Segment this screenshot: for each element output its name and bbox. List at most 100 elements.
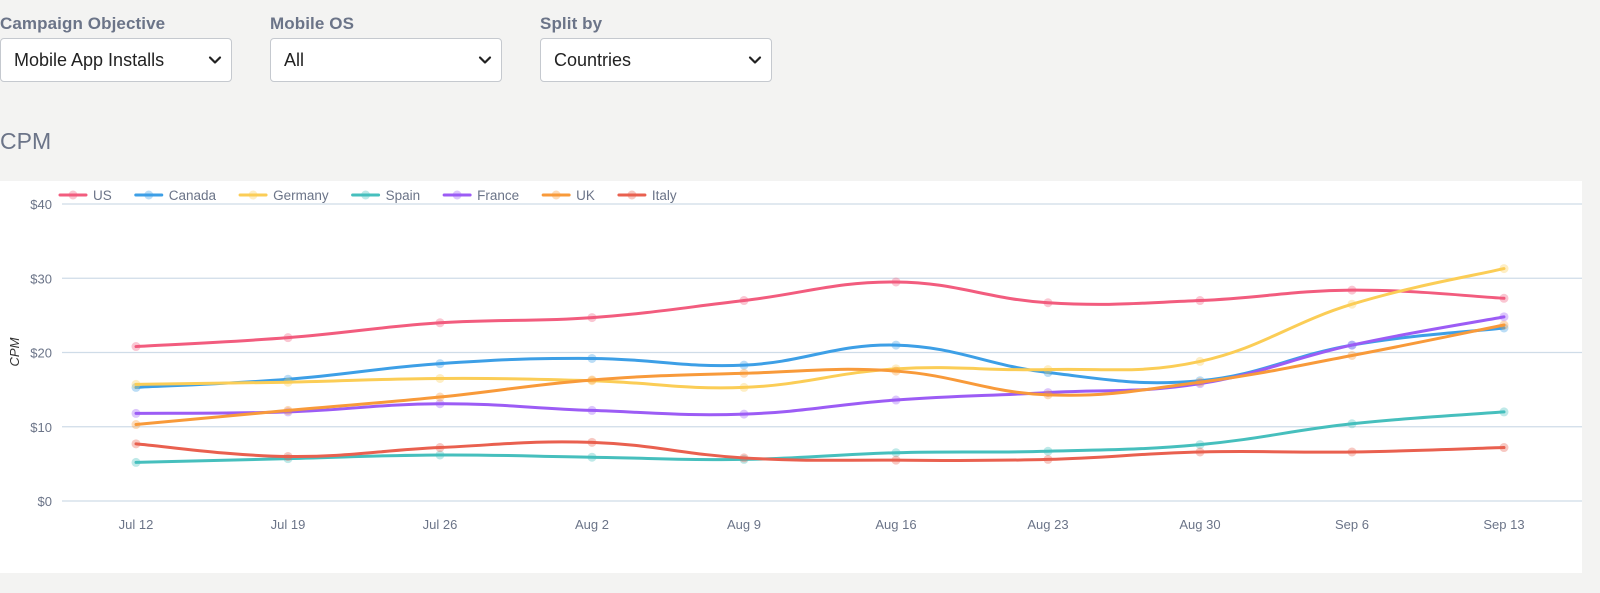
- series-line-france: [134, 315, 1506, 417]
- legend-marker-italy: [627, 190, 637, 200]
- legend-marker-uk: [551, 190, 561, 200]
- data-point-canada: [739, 360, 749, 370]
- x-tick-label: Aug 2: [575, 517, 609, 532]
- data-point-uk: [891, 366, 901, 376]
- data-point-spain: [1043, 446, 1053, 456]
- data-point-us: [891, 277, 901, 287]
- data-point-germany: [1043, 365, 1053, 375]
- data-point-spain: [1195, 440, 1205, 450]
- data-point-us: [1499, 293, 1509, 303]
- data-point-us: [739, 296, 749, 306]
- series-germany: [131, 264, 1509, 392]
- cpm-chart-card: $0 $10 $20 $30 $40 CPM Jul 12 Jul 19 Jul 26 Aug 2…: [0, 181, 1582, 573]
- x-tick-label: Jul 19: [271, 517, 306, 532]
- filter-bar: Campaign Objective Mobile App Installs M…: [0, 14, 810, 82]
- campaign-objective-value: Mobile App Installs: [14, 49, 165, 70]
- chevron-down-icon: [478, 56, 492, 64]
- data-point-italy: [435, 443, 445, 453]
- legend-label-germany: Germany: [273, 188, 329, 203]
- x-tick-label: Aug 16: [875, 517, 916, 532]
- series-line-italy: [134, 440, 1506, 463]
- data-point-germany: [1499, 264, 1509, 274]
- legend-label-us: US: [93, 188, 112, 203]
- data-point-italy: [1499, 443, 1509, 453]
- section-title: CPM: [0, 128, 52, 154]
- legend-label-france: France: [477, 188, 519, 203]
- data-point-germany: [283, 377, 293, 387]
- legend-marker-germany: [248, 190, 258, 200]
- data-point-italy: [1043, 454, 1053, 464]
- data-point-germany: [739, 382, 749, 392]
- x-tick-label: Sep 13: [1483, 517, 1524, 532]
- cpm-line-chart: $0 $10 $20 $30 $40 CPM Jul 12 Jul 19 Jul 26 Aug 2…: [7, 188, 1582, 532]
- split-by-label: Split by: [540, 14, 603, 33]
- y-axis-label: CPM: [7, 337, 22, 366]
- data-point-spain: [435, 450, 445, 460]
- data-point-us: [131, 342, 141, 352]
- data-point-italy: [739, 453, 749, 463]
- data-point-canada: [891, 340, 901, 350]
- chevron-down-icon: [748, 56, 762, 64]
- legend-marker-us: [68, 190, 78, 200]
- data-point-france: [1347, 340, 1357, 350]
- y-tick-label: $30: [30, 271, 52, 286]
- campaign-objective-label: Campaign Objective: [0, 14, 166, 33]
- data-point-uk: [131, 420, 141, 430]
- data-point-france: [587, 405, 597, 415]
- y-tick-label: $20: [30, 346, 52, 361]
- data-point-us: [435, 318, 445, 328]
- series-france: [131, 312, 1509, 419]
- data-point-spain: [131, 457, 141, 467]
- y-tick-label: $0: [38, 494, 52, 509]
- chevron-down-icon: [208, 56, 222, 64]
- data-point-germany: [435, 373, 445, 383]
- legend-marker-france: [452, 190, 462, 200]
- y-tick-label: $10: [30, 420, 52, 435]
- legend-marker-canada: [144, 190, 154, 200]
- data-point-italy: [1195, 447, 1205, 457]
- data-point-uk: [1347, 350, 1357, 360]
- data-point-france: [435, 399, 445, 409]
- data-point-germany: [131, 379, 141, 389]
- footer-strip: [0, 573, 1600, 593]
- mobile-os-select[interactable]: All: [270, 38, 502, 82]
- series-line-us: [134, 280, 1506, 349]
- data-point-spain: [587, 452, 597, 462]
- data-point-uk: [1499, 320, 1509, 330]
- data-point-spain: [891, 448, 901, 458]
- x-tick-label: Sep 6: [1335, 517, 1369, 532]
- data-point-uk: [1195, 377, 1205, 387]
- data-point-uk: [739, 368, 749, 378]
- data-point-us: [1195, 296, 1205, 306]
- split-by-select[interactable]: Countries: [540, 38, 772, 82]
- legend-marker-spain: [361, 190, 371, 200]
- data-point-france: [891, 395, 901, 405]
- data-point-spain: [1347, 419, 1357, 429]
- x-tick-label: Aug 30: [1179, 517, 1220, 532]
- data-point-france: [739, 409, 749, 419]
- series-line-uk: [134, 323, 1506, 427]
- x-tick-label: Jul 26: [423, 517, 458, 532]
- series-uk: [131, 320, 1509, 430]
- mobile-os-label: Mobile OS: [270, 14, 355, 33]
- x-tick-label: Aug 23: [1027, 517, 1068, 532]
- legend-label-canada: Canada: [169, 188, 217, 203]
- series-italy: [131, 437, 1509, 465]
- data-point-italy: [587, 437, 597, 447]
- legend-label-spain: Spain: [386, 188, 421, 203]
- data-point-uk: [587, 375, 597, 385]
- data-point-us: [283, 333, 293, 343]
- data-point-uk: [435, 392, 445, 402]
- campaign-objective-select[interactable]: Mobile App Installs: [0, 38, 232, 82]
- x-tick-label: Jul 12: [119, 517, 154, 532]
- series-us: [131, 277, 1509, 352]
- legend-label-italy: Italy: [652, 188, 677, 203]
- data-point-france: [131, 408, 141, 418]
- mobile-os-filter: Mobile OS All: [270, 14, 502, 82]
- y-tick-label: $40: [30, 197, 52, 212]
- data-point-italy: [131, 439, 141, 449]
- mobile-os-value: All: [284, 49, 305, 70]
- legend-label-uk: UK: [576, 188, 595, 203]
- data-point-uk: [1043, 390, 1053, 400]
- data-point-canada: [435, 359, 445, 369]
